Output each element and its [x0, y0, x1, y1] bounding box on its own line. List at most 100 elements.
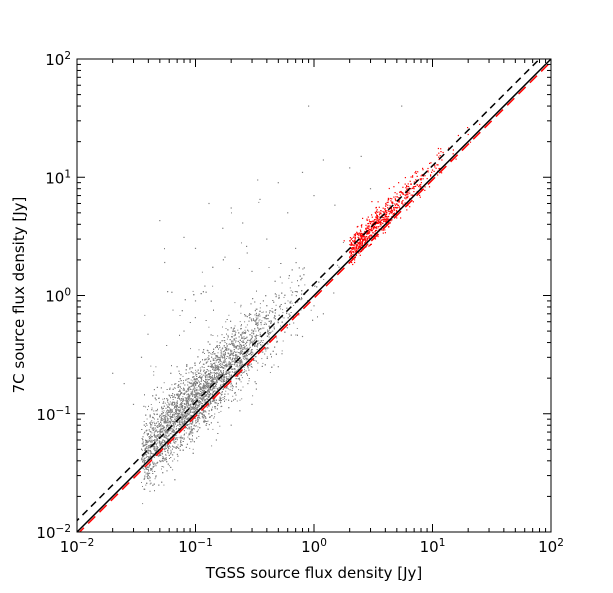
gray-point — [188, 433, 190, 434]
gray-point — [219, 356, 221, 358]
gray-point — [232, 387, 234, 389]
gray-point — [155, 430, 157, 432]
gray-point — [221, 392, 223, 394]
gray-point — [153, 439, 155, 441]
gray-point — [158, 397, 159, 399]
gray-point — [204, 402, 206, 404]
gray-point — [195, 413, 197, 415]
gray-point — [170, 449, 172, 451]
gray-point — [249, 344, 251, 346]
gray-point — [169, 433, 171, 435]
gray-point — [189, 382, 191, 384]
gray-point — [245, 354, 247, 356]
gray-point — [156, 429, 158, 431]
gray-point — [187, 436, 189, 438]
gray-point — [173, 420, 175, 422]
gray-point — [159, 401, 160, 403]
gray-point — [245, 348, 247, 350]
gray-point — [236, 363, 238, 365]
gray-point — [248, 353, 249, 355]
gray-point — [291, 281, 293, 283]
gray-point — [206, 378, 208, 380]
gray-point — [151, 443, 153, 445]
gray-point — [224, 355, 226, 357]
gray-point — [224, 358, 225, 360]
gray-point — [147, 456, 149, 458]
gray-point — [178, 406, 180, 408]
gray-point — [227, 356, 229, 358]
gray-point — [234, 330, 236, 332]
gray-point — [257, 324, 259, 326]
gray-point — [222, 366, 223, 368]
gray-point — [187, 417, 189, 419]
gray-point — [162, 391, 164, 393]
gray-point — [203, 419, 205, 421]
gray-point — [223, 385, 225, 387]
gray-point — [152, 470, 154, 472]
gray-point — [153, 421, 155, 423]
gray-point — [211, 353, 213, 355]
gray-point — [190, 398, 192, 400]
gray-point — [182, 422, 184, 424]
gray-point — [240, 325, 242, 327]
gray-point — [214, 416, 215, 418]
gray-point — [203, 387, 205, 389]
gray-point — [259, 307, 261, 309]
gray-point — [207, 389, 209, 390]
gray-point — [192, 398, 194, 400]
gray-point — [246, 347, 248, 349]
gray-point — [153, 463, 155, 465]
gray-point — [243, 366, 245, 368]
gray-point — [163, 447, 165, 449]
gray-point — [193, 376, 195, 378]
gray-point — [244, 321, 246, 323]
gray-point — [155, 410, 157, 412]
gray-point — [236, 354, 238, 356]
gray-point — [240, 344, 242, 346]
gray-point — [155, 440, 157, 442]
gray-point — [165, 437, 167, 438]
gray-source-points — [112, 105, 403, 505]
gray-point — [228, 343, 230, 345]
gray-point — [276, 337, 278, 339]
gray-point — [167, 405, 169, 407]
gray-point — [144, 314, 146, 316]
gray-point — [153, 462, 155, 464]
gray-point — [153, 465, 155, 467]
gray-point — [242, 386, 244, 388]
gray-point — [198, 423, 200, 425]
gray-point — [177, 460, 179, 462]
gray-point — [294, 291, 296, 292]
gray-point — [262, 342, 264, 343]
gray-point — [241, 336, 243, 338]
gray-point — [193, 412, 195, 414]
gray-point — [201, 375, 203, 377]
gray-point — [221, 384, 223, 386]
gray-point — [146, 418, 148, 420]
gray-point — [193, 384, 194, 386]
gray-point — [155, 443, 157, 445]
gray-point — [290, 290, 292, 292]
gray-point — [173, 432, 175, 433]
gray-point — [239, 361, 241, 363]
gray-point — [147, 434, 148, 436]
gray-point — [257, 346, 258, 348]
gray-point — [202, 388, 204, 390]
gray-point — [217, 370, 219, 372]
gray-point — [164, 415, 166, 416]
gray-point — [147, 453, 149, 455]
gray-point — [220, 381, 222, 383]
gray-point — [199, 388, 201, 389]
gray-point — [220, 410, 222, 412]
gray-point — [182, 375, 184, 377]
gray-point — [248, 380, 250, 382]
gray-point — [242, 340, 244, 342]
gray-point — [194, 397, 195, 398]
gray-point — [219, 359, 221, 361]
gray-point — [228, 361, 230, 362]
gray-point — [259, 319, 261, 321]
gray-point — [204, 353, 205, 354]
gray-point — [222, 384, 224, 385]
gray-point — [300, 309, 302, 311]
